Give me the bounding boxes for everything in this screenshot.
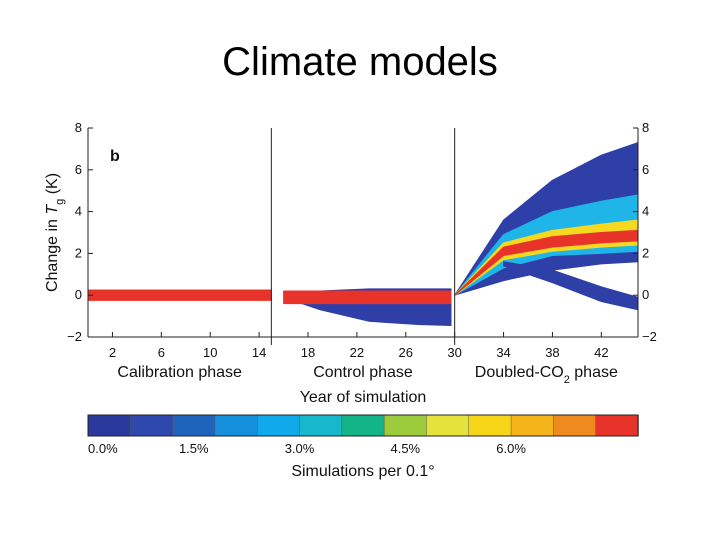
phase-label: Control phase — [313, 364, 413, 381]
colorbar-swatch — [341, 414, 385, 437]
colorbar-swatch — [214, 414, 258, 437]
y-tick-label-right: 0 — [642, 287, 649, 302]
y-tick-label-left: 6 — [75, 162, 82, 177]
series-control-dense — [283, 290, 452, 305]
colorbar-swatch — [130, 414, 174, 437]
colorbar-tick-label: 6.0% — [496, 441, 526, 456]
y-tick-label-left: 4 — [75, 204, 82, 219]
y-tick-label-left: 8 — [75, 120, 82, 135]
x-tick-label: 18 — [301, 345, 315, 360]
y-tick-label-right: 4 — [642, 204, 649, 219]
x-tick-label: 10 — [203, 345, 217, 360]
colorbar-label: Simulations per 0.1° — [291, 463, 434, 480]
y-tick-label-left: −2 — [67, 329, 82, 344]
y-tick-label-left: 2 — [75, 245, 82, 260]
colorbar-swatch — [299, 414, 343, 437]
x-tick-label: 26 — [399, 345, 413, 360]
y-tick-label-right: −2 — [642, 329, 657, 344]
x-tick-label: 6 — [158, 345, 165, 360]
y-axis-title: Change in Tg (K) — [44, 173, 66, 292]
colorbar-swatch — [256, 414, 301, 437]
x-tick-label: 22 — [350, 345, 364, 360]
colorbar-frame — [87, 414, 639, 437]
x-axis-title: Year of simulation — [300, 389, 427, 406]
colorbar-swatch — [595, 414, 639, 437]
colorbar-swatch — [172, 414, 216, 437]
colorbar-swatch — [510, 414, 555, 437]
colorbar-swatch — [87, 414, 132, 437]
x-tick-label: 2 — [109, 345, 116, 360]
x-tick-label: 14 — [252, 345, 266, 360]
y-tick-label-right: 6 — [642, 162, 649, 177]
y-tick-label-right: 8 — [642, 120, 649, 135]
colorbar-tick-label: 3.0% — [285, 441, 315, 456]
y-tick-label-left: 0 — [75, 287, 82, 302]
slide-title: Climate models — [222, 40, 498, 84]
colorbar-swatch — [553, 414, 597, 437]
colorbar-tick-label: 4.5% — [390, 441, 420, 456]
x-tick-label: 30 — [447, 345, 461, 360]
colorbar-tick-label: 1.5% — [179, 441, 209, 456]
colorbar-tick-label: 0.0% — [88, 441, 118, 456]
axis-labels: Calibration phase Control phase Doubled-CO… — [44, 148, 618, 406]
colorbar-swatch — [383, 414, 428, 437]
x-tick-label: 34 — [496, 345, 510, 360]
series-calibration-dense — [87, 289, 272, 301]
x-tick-label: 38 — [545, 345, 559, 360]
colorbar-swatch — [468, 414, 512, 437]
phase-label: Calibration phase — [117, 364, 242, 381]
axes: −2 −20 02 24 46 68 82 6 10 14 18 22 26 30 34 38 42 — [67, 120, 657, 360]
colorbar: 0.0% 1.5% 3.0% 4.5% 6.0% Simulations per 0.1° — [87, 414, 639, 480]
phase-label: Doubled-CO2 phase — [475, 364, 618, 386]
series-doubled-co2-outliers — [503, 261, 639, 311]
panel-letter: b — [110, 148, 120, 165]
x-tick-label: 42 — [594, 345, 608, 360]
plot-area — [87, 142, 639, 326]
y-tick-label-right: 2 — [642, 245, 649, 260]
colorbar-swatch — [426, 414, 470, 437]
